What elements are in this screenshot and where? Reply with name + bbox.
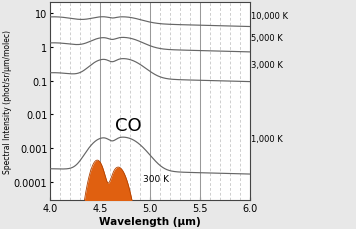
Text: 5,000 K: 5,000 K [251, 33, 283, 42]
Text: 10,000 K: 10,000 K [251, 11, 288, 20]
Text: 1,000 K: 1,000 K [251, 134, 283, 143]
X-axis label: Wavelength (μm): Wavelength (μm) [99, 215, 201, 226]
Text: CO: CO [115, 116, 141, 134]
Text: 300 K: 300 K [143, 174, 169, 183]
Text: 3,000 K: 3,000 K [251, 60, 283, 70]
Y-axis label: Spectral Intensity (phot/sr/μm/molec): Spectral Intensity (phot/sr/μm/molec) [4, 30, 12, 173]
